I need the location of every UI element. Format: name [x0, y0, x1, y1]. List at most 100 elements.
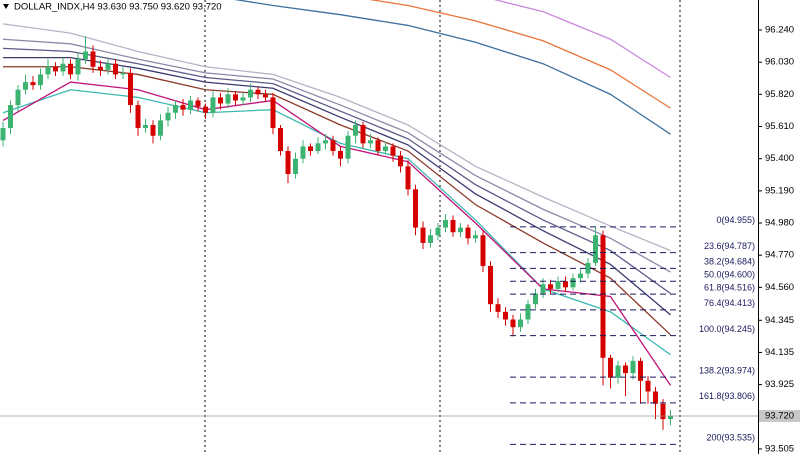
candle-body [23, 82, 28, 90]
candle-body [150, 124, 156, 136]
candle-body [203, 106, 208, 113]
candle-body [218, 97, 223, 104]
candle-body [510, 319, 516, 328]
candle-body [8, 105, 13, 129]
candle-body [255, 89, 261, 95]
fib-level-label: 138.2(93.974) [699, 365, 755, 375]
fib-level-label: 23.6(94.787) [704, 241, 755, 251]
last-price-box [759, 410, 800, 423]
candle-body [165, 112, 171, 121]
candle-body [525, 304, 531, 320]
y-tick-label: 94.980 [765, 218, 794, 229]
candle-body [308, 146, 313, 152]
y-tick-label: 94.560 [765, 282, 794, 293]
candle-body [285, 151, 291, 175]
candle-body [240, 97, 246, 101]
candle-body [38, 74, 43, 86]
candle-body [210, 97, 216, 113]
fib-level-label: 200(93.535) [706, 433, 755, 443]
y-tick-label: 93.505 [765, 443, 794, 454]
moving-average-line [2, 89, 671, 356]
last-price-label: 93.720 [765, 411, 794, 422]
candle-body [60, 63, 66, 72]
candle-body [623, 365, 628, 374]
candle-body [323, 140, 328, 144]
moving-average-line [493, 0, 671, 79]
candle-body [248, 89, 253, 98]
candle-body [660, 403, 666, 420]
candle-body [195, 100, 201, 107]
candle-body [53, 66, 58, 72]
candle-body [465, 227, 471, 239]
candle-body [608, 357, 613, 378]
candle-body [533, 293, 538, 305]
fib-level-label: 161.8(93.806) [699, 391, 755, 401]
fib-level-label: 61.8(94.516) [704, 282, 755, 292]
candle-body [443, 219, 448, 228]
candle-body [585, 262, 591, 274]
y-tick-label: 95.610 [765, 121, 794, 132]
fibonacci-layer: 0(94.955) 23.6(94.787) 38.2(94.684) 50.0(94… [0, 215, 758, 445]
candle-body [278, 128, 283, 152]
moving-average-line [2, 23, 671, 252]
candle-body [158, 120, 163, 136]
candle-body [630, 360, 636, 374]
candle-body [435, 227, 441, 236]
candle-body [98, 66, 103, 70]
candle-body [345, 135, 351, 159]
candle-body [578, 273, 583, 279]
candle-body [638, 360, 643, 381]
candle-body [68, 63, 73, 75]
candle-body [563, 281, 568, 288]
candle-body [615, 365, 621, 378]
candle-body [135, 105, 141, 129]
candle-body [75, 59, 81, 75]
fib-level-label: 38.2(94.684) [704, 257, 755, 267]
fib-level-label: 0(94.955) [716, 215, 755, 225]
candle-body [353, 124, 358, 136]
candle-body [420, 227, 426, 243]
candle-body [600, 235, 606, 358]
candle-body [293, 158, 298, 175]
candle-body [105, 63, 111, 70]
moving-average-line [2, 38, 671, 273]
candle-body [398, 155, 403, 167]
candle-body [143, 124, 148, 129]
candle-body [368, 140, 373, 144]
candle-body [15, 89, 21, 106]
fib-level-label: 50.0(94.600) [704, 270, 755, 280]
candle-body [548, 284, 553, 289]
candle-body [263, 94, 268, 98]
candle-body [188, 100, 193, 110]
moving-average-line [369, 0, 671, 109]
y-tick-label: 96.240 [765, 25, 794, 36]
y-tick-label: 95.190 [765, 185, 794, 196]
candle-body [338, 151, 343, 159]
candle-body [30, 82, 36, 86]
candle-body [113, 63, 118, 75]
candle-body [555, 281, 561, 289]
candle-body [488, 265, 493, 305]
candle-body [45, 66, 51, 75]
candle-body [300, 146, 306, 159]
candle-body [90, 51, 96, 67]
y-tick-label: 95.820 [765, 89, 794, 100]
candle-body [83, 51, 88, 60]
candle-body [315, 143, 321, 152]
candle-body [390, 146, 396, 156]
symbol-menu-arrow [3, 4, 9, 9]
y-tick-label: 94.345 [765, 315, 794, 326]
candle-body [593, 235, 598, 263]
candle-layer [0, 36, 673, 430]
y-tick-label: 93.925 [765, 379, 794, 390]
fib-level-label: 76.4(94.413) [704, 298, 755, 308]
y-tick-label: 95.400 [765, 153, 794, 164]
candle-body [503, 311, 508, 320]
moving-average-line [234, 0, 671, 135]
candle-body [668, 416, 673, 420]
candle-body [360, 124, 366, 144]
candle-body [383, 146, 388, 152]
candle-body [540, 284, 546, 294]
